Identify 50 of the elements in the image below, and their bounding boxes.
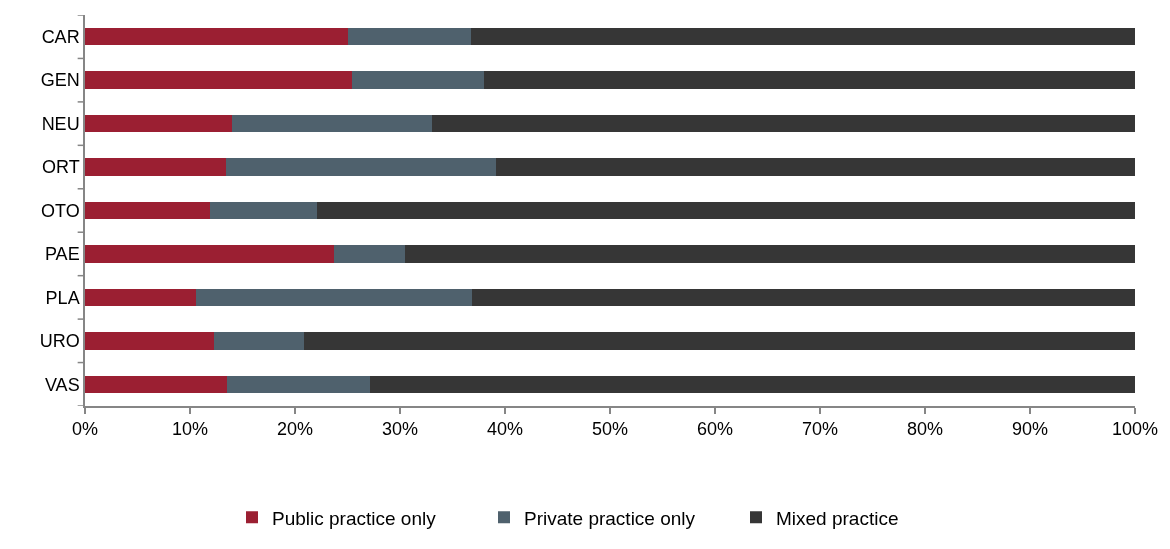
- bar: [85, 332, 215, 350]
- x-tick-label: 80%: [906, 419, 944, 440]
- bar: [85, 375, 227, 393]
- x-tick-label: 0%: [71, 419, 99, 440]
- bar: [471, 28, 1135, 46]
- y-tick-label: NEU: [41, 113, 80, 134]
- x-tick-label: 10%: [171, 419, 209, 440]
- bar: [351, 71, 484, 89]
- bar: [317, 201, 1135, 220]
- bar: [226, 375, 370, 393]
- bar: [347, 28, 472, 46]
- y-tick-label: ORT: [41, 157, 80, 178]
- bar: [333, 245, 406, 263]
- bar: [369, 375, 1135, 393]
- y-tick-label: VAS: [44, 374, 80, 395]
- bar: [85, 245, 334, 263]
- y-tick-label: URO: [39, 331, 80, 352]
- bar: [304, 332, 1135, 350]
- bar: [214, 332, 305, 350]
- legend-label: Public practice only: [272, 507, 437, 529]
- bar: [495, 158, 1135, 176]
- bar: [484, 71, 1135, 89]
- y-tick-label: OTO: [40, 200, 80, 221]
- x-tick-label: 60%: [696, 419, 734, 440]
- bar: [196, 288, 473, 307]
- bar: [85, 288, 197, 307]
- x-tick-label: 100%: [1111, 419, 1159, 440]
- bar: [232, 114, 432, 133]
- bar: [431, 114, 1135, 133]
- x-tick-label: 20%: [276, 419, 314, 440]
- bar: [85, 28, 348, 46]
- bar: [85, 114, 232, 133]
- bar: [225, 158, 496, 176]
- bar: [209, 201, 318, 220]
- bar: [472, 288, 1135, 307]
- bar: [405, 245, 1135, 263]
- y-tick-label: GEN: [40, 70, 80, 91]
- x-tick-label: 50%: [591, 419, 629, 440]
- y-tick-label: PAE: [44, 244, 80, 265]
- y-tick-label: CAR: [41, 27, 80, 48]
- legend-label: Mixed practice: [776, 507, 899, 529]
- x-tick-label: 70%: [801, 419, 839, 440]
- y-tick-label: PLA: [45, 287, 80, 308]
- legend-label: Private practice only: [524, 507, 696, 529]
- bar: [85, 158, 226, 176]
- x-tick-label: 30%: [381, 419, 419, 440]
- bar: [85, 201, 210, 220]
- bar: [85, 71, 352, 89]
- x-tick-label: 40%: [486, 419, 524, 440]
- x-tick-label: 90%: [1011, 419, 1049, 440]
